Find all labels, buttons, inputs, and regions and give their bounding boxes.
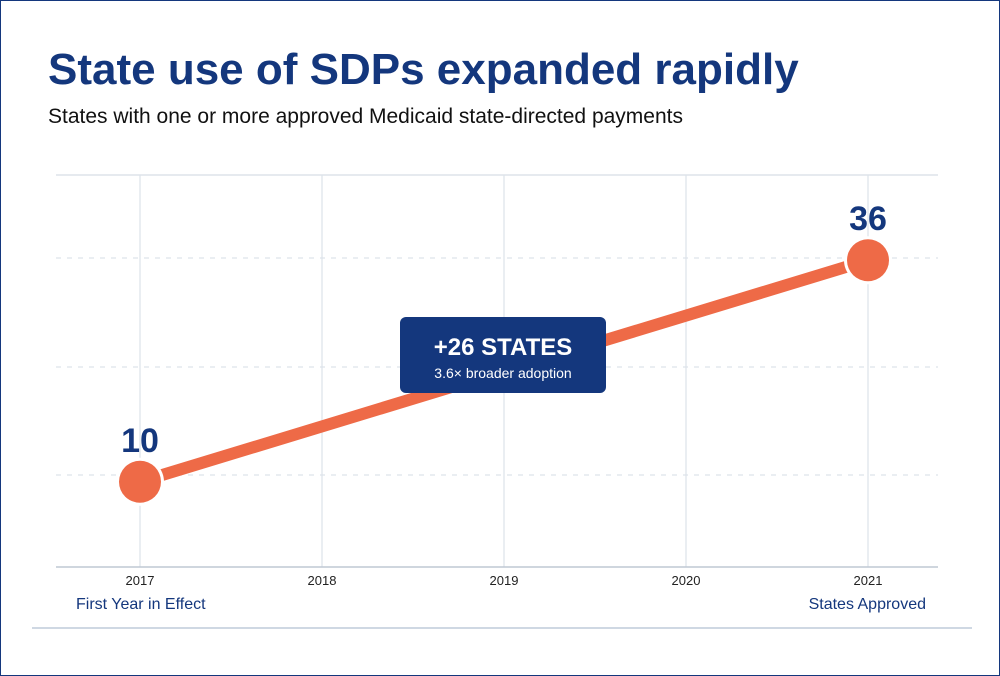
callout-title: +26 STATES [434,334,573,361]
data-value-label: 36 [849,200,887,238]
x-tick-label: 2021 [854,573,883,588]
series [116,236,892,506]
callout: +26 STATES 3.6× broader adoption [400,317,606,393]
callout-box [400,317,606,393]
x-tick-label: 2017 [126,573,155,588]
x-annotation-label: First Year in Effect [76,596,206,613]
data-point [847,239,889,282]
chart-title: State use of SDPs expanded rapidly [48,45,799,94]
x-tick-label: 2019 [490,573,519,588]
callout-subtitle: 3.6× broader adoption [434,365,571,381]
data-point [119,460,161,503]
x-axis: 2017 2018 2019 2020 2021 First Year in Effect… [56,566,938,613]
bottom-divider [32,627,972,629]
x-tick-label: 2020 [672,573,701,588]
x-annotation-label: States Approved [809,596,926,613]
data-value-label: 10 [121,422,159,460]
x-tick-label: 2018 [308,573,337,588]
labels: 10 36 [121,200,887,460]
chart-subtitle: States with one or more approved Medicai… [48,105,683,128]
